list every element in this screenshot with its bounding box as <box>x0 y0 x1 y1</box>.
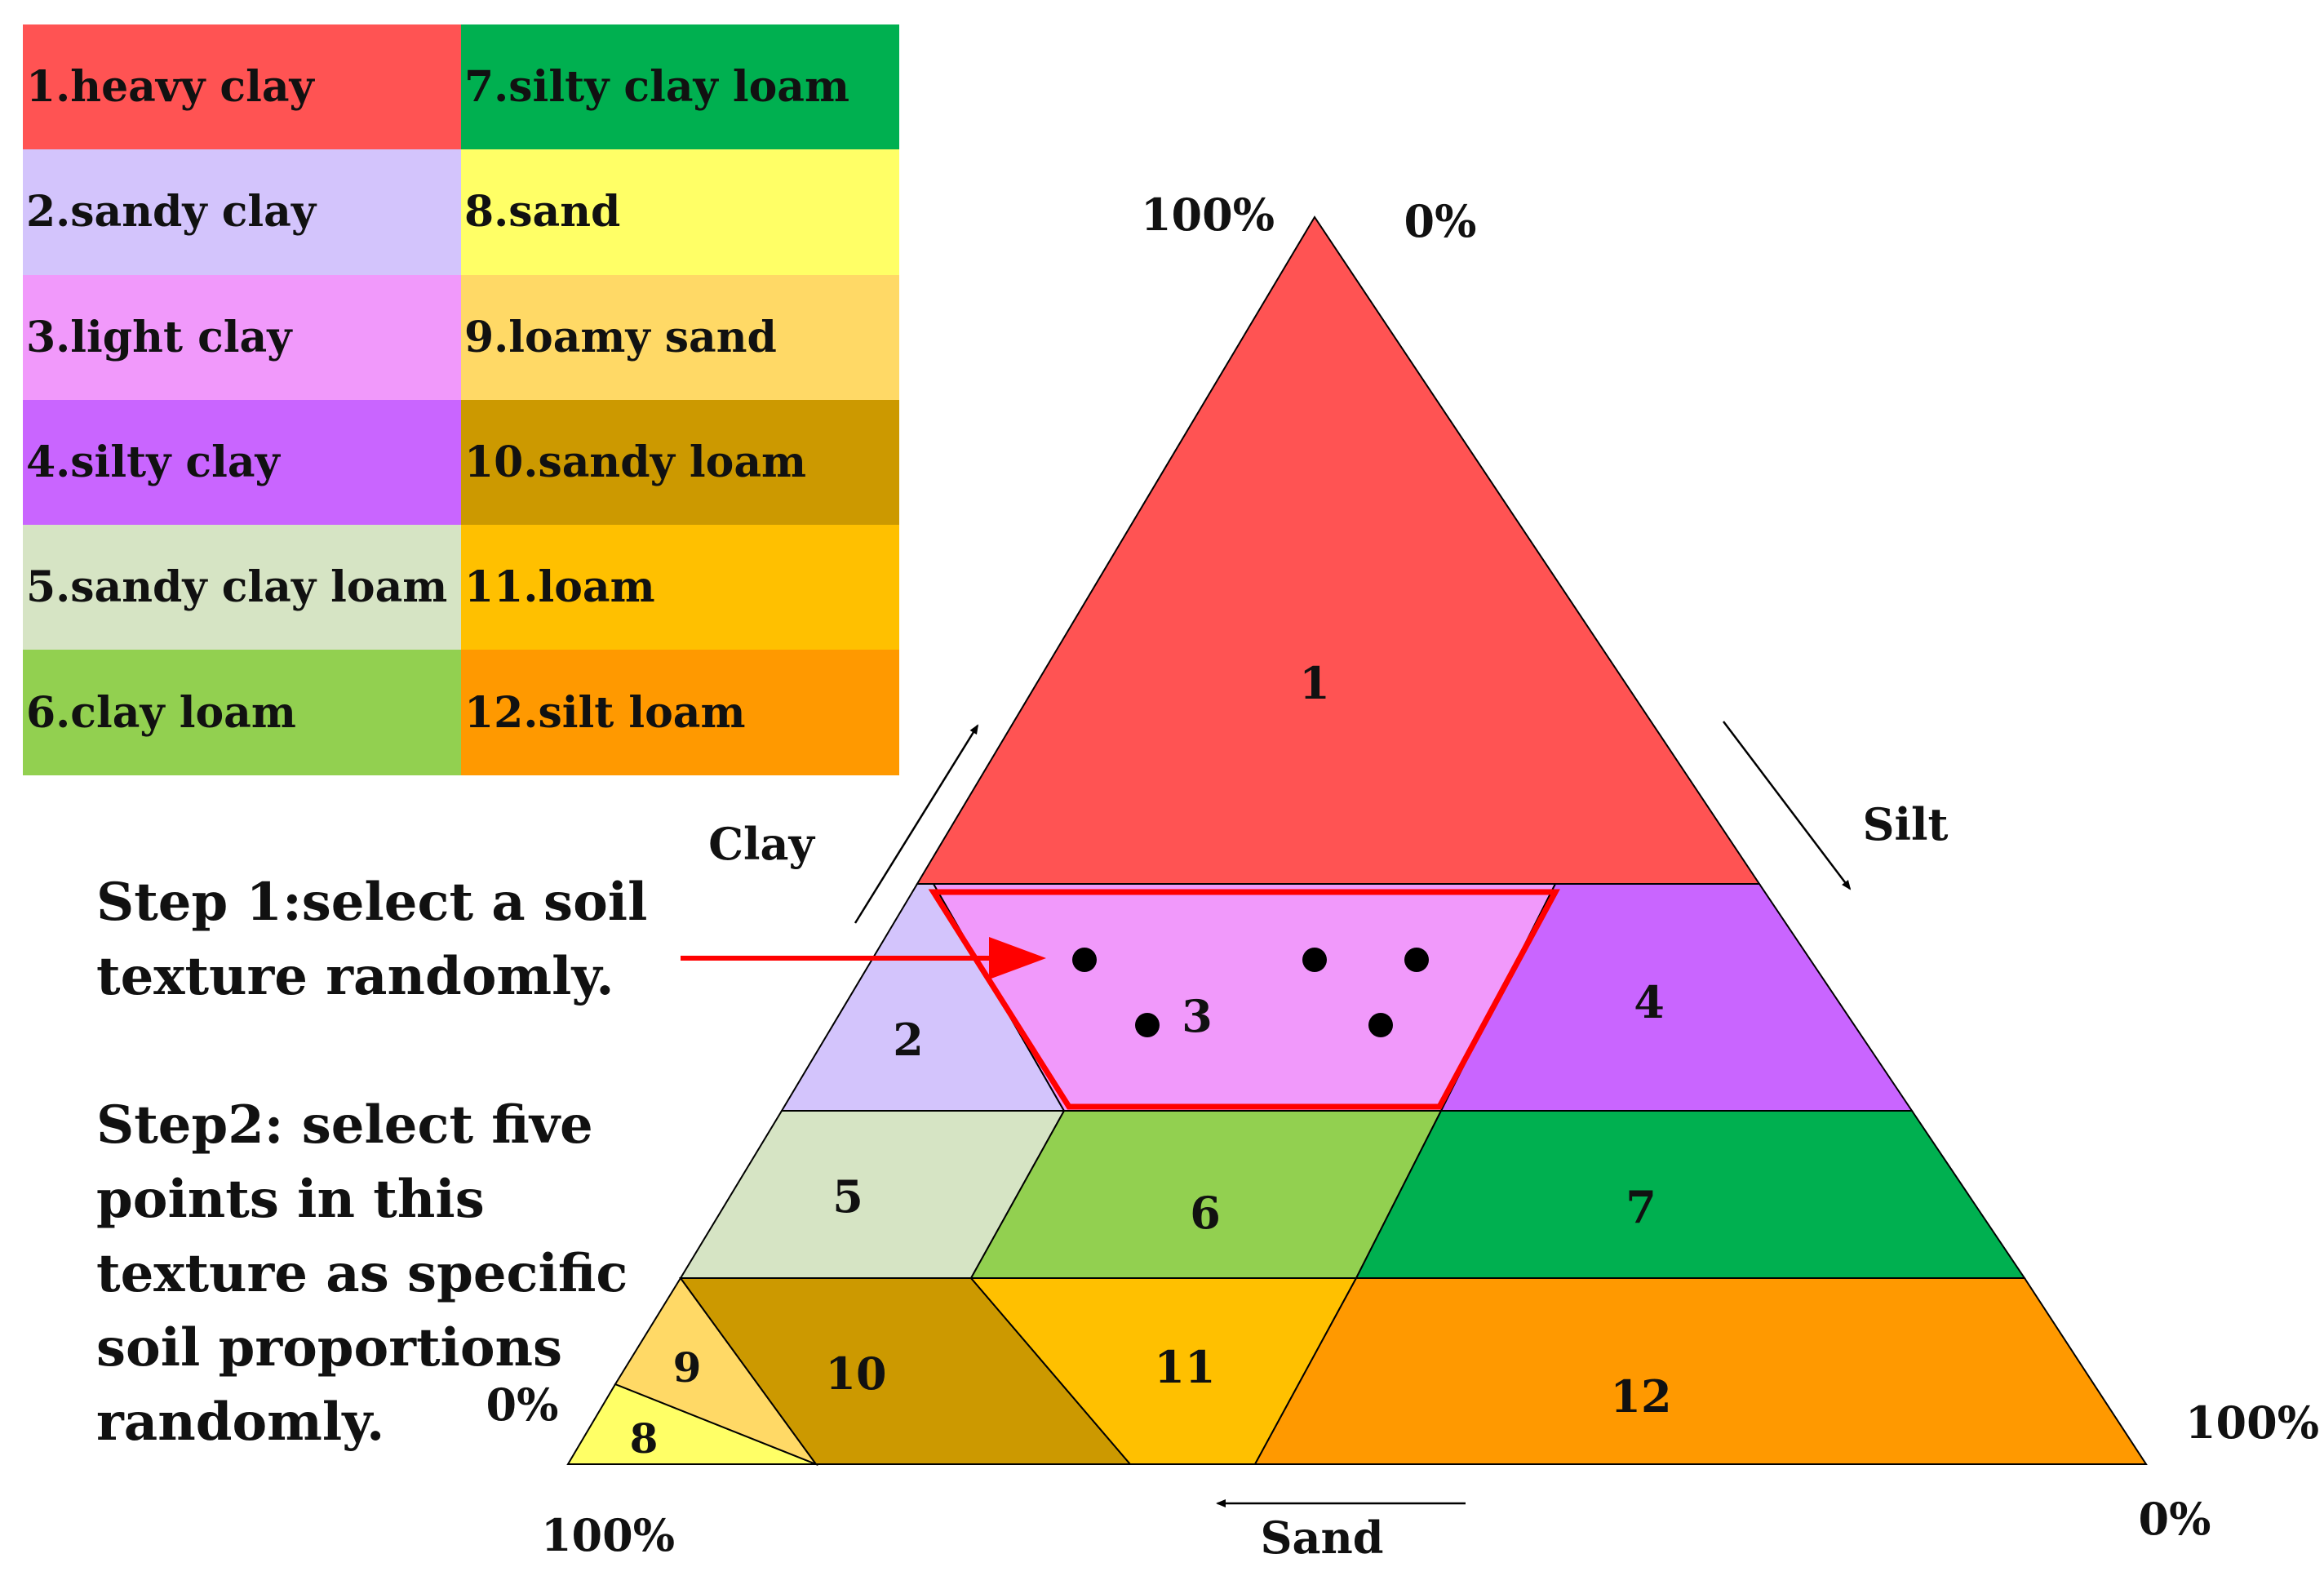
region-label-1: 1 <box>1299 657 1330 709</box>
region-label-2: 2 <box>893 1014 924 1066</box>
step1-arrowhead <box>989 937 1046 979</box>
region-label-6: 6 <box>1190 1187 1221 1239</box>
percent-top-left: 100% <box>1141 189 1275 241</box>
region-silt-loam <box>1253 1277 2148 1465</box>
soil-texture-legend: 1.heavy clay 7.silty clay loam 2.sandy c… <box>23 24 899 775</box>
legend-item: 7.silty clay loam <box>461 24 899 150</box>
sample-point <box>1302 948 1327 972</box>
legend-item: 6.clay loam <box>23 650 461 775</box>
clay-direction-arrow <box>854 724 979 924</box>
region-silty-clay-loam <box>1355 1110 2026 1279</box>
silt-axis-label: Silt <box>1863 798 1949 850</box>
step1-instruction: Step 1:select a soil texture randomly. <box>96 872 648 1007</box>
selected-texture-highlight <box>928 889 1560 1110</box>
region-label-5: 5 <box>832 1170 863 1223</box>
legend-item: 3.light clay <box>23 274 461 400</box>
region-label-10: 10 <box>825 1347 886 1400</box>
region-heavy-clay <box>916 215 1761 885</box>
region-label-11: 11 <box>1154 1341 1215 1393</box>
step2-instruction: Step2: select five points in this textur… <box>96 1094 628 1453</box>
legend-item: 11.loam <box>461 525 899 650</box>
legend-item: 9.loamy sand <box>461 274 899 400</box>
sample-point <box>1135 1013 1160 1037</box>
region-label-9: 9 <box>673 1343 702 1392</box>
legend-item: 2.sandy clay <box>23 149 461 275</box>
sample-point <box>1368 1013 1393 1037</box>
percent-right-zero: 0% <box>2139 1493 2211 1545</box>
legend-item: 12.silt loam <box>461 650 899 775</box>
region-label-3: 3 <box>1182 990 1213 1042</box>
legend-item: 5.sandy clay loam <box>23 525 461 650</box>
sample-point <box>1404 948 1429 972</box>
percent-right-hundred: 100% <box>2185 1396 2319 1449</box>
region-label-12: 12 <box>1610 1370 1671 1423</box>
legend-item: 1.heavy clay <box>23 24 461 150</box>
sand-axis-label: Sand <box>1260 1512 1383 1564</box>
region-label-7: 7 <box>1625 1181 1657 1233</box>
legend-item: 4.silty clay <box>23 399 461 526</box>
sample-point <box>1072 948 1097 972</box>
region-label-4: 4 <box>1634 976 1665 1028</box>
legend-item: 8.sand <box>461 149 899 275</box>
percent-left-hundred: 100% <box>541 1509 675 1561</box>
clay-axis-label: Clay <box>708 818 815 870</box>
region-label-8: 8 <box>630 1414 659 1463</box>
percent-top-right: 0% <box>1404 195 1477 247</box>
percent-left-zero: 0% <box>486 1378 559 1431</box>
silt-direction-arrow <box>1723 721 1852 890</box>
legend-item: 10.sandy loam <box>461 399 899 526</box>
